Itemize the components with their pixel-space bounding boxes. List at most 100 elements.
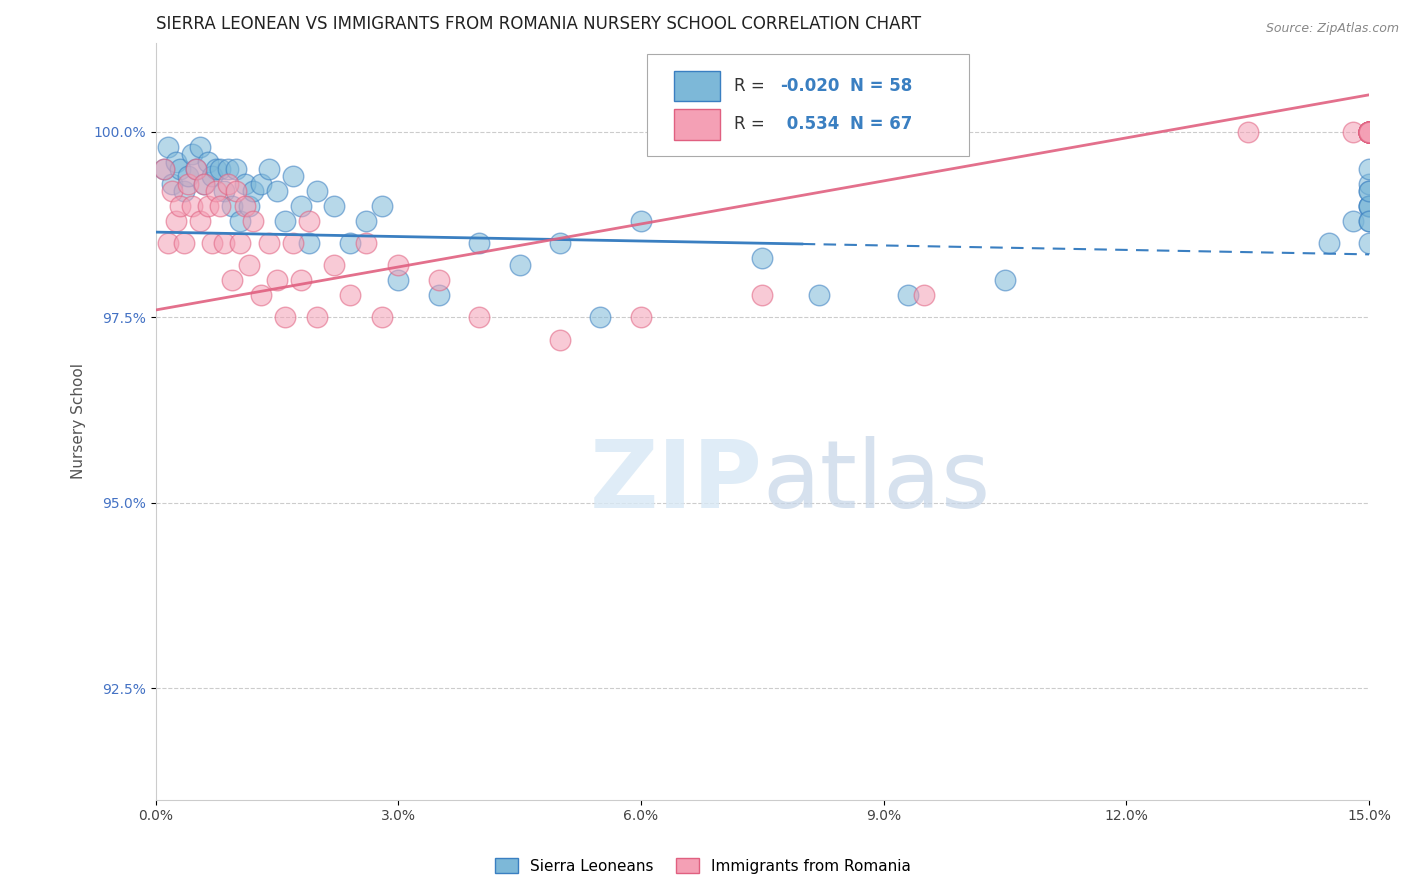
Point bbox=[249, 288, 271, 302]
Point bbox=[238, 199, 260, 213]
Point bbox=[1358, 125, 1381, 139]
Point bbox=[298, 236, 321, 251]
Point bbox=[354, 214, 377, 228]
Point bbox=[177, 169, 200, 184]
Point bbox=[233, 177, 256, 191]
Point bbox=[298, 214, 321, 228]
Point bbox=[1317, 236, 1340, 251]
Point bbox=[1358, 177, 1381, 191]
Point bbox=[1358, 125, 1381, 139]
Point bbox=[371, 310, 394, 325]
Point bbox=[281, 236, 304, 251]
Legend: Sierra Leoneans, Immigrants from Romania: Sierra Leoneans, Immigrants from Romania bbox=[489, 852, 917, 880]
Text: R =: R = bbox=[734, 115, 770, 134]
Point bbox=[225, 184, 247, 198]
Point bbox=[548, 236, 571, 251]
Point bbox=[225, 161, 247, 176]
Point bbox=[238, 259, 260, 273]
Point bbox=[165, 214, 187, 228]
Point bbox=[339, 236, 361, 251]
Point bbox=[1358, 125, 1381, 139]
Point bbox=[322, 199, 344, 213]
Point bbox=[1358, 125, 1381, 139]
Point bbox=[209, 161, 232, 176]
Point bbox=[274, 310, 297, 325]
Point bbox=[751, 251, 773, 265]
Point bbox=[177, 177, 200, 191]
Point bbox=[281, 169, 304, 184]
Point bbox=[354, 236, 377, 251]
Point bbox=[257, 236, 280, 251]
Point bbox=[221, 273, 243, 287]
Point bbox=[1358, 214, 1381, 228]
Text: R =: R = bbox=[734, 78, 770, 95]
Point bbox=[1341, 214, 1364, 228]
Point bbox=[387, 259, 409, 273]
Point bbox=[184, 161, 207, 176]
Point bbox=[152, 161, 174, 176]
Point bbox=[307, 184, 329, 198]
Point bbox=[160, 184, 183, 198]
Point bbox=[229, 214, 252, 228]
Point bbox=[427, 273, 450, 287]
Point bbox=[589, 310, 612, 325]
Point bbox=[257, 161, 280, 176]
Point bbox=[994, 273, 1017, 287]
Point bbox=[1358, 125, 1381, 139]
Point bbox=[181, 147, 204, 161]
Point bbox=[371, 199, 394, 213]
Point bbox=[1358, 125, 1381, 139]
Point bbox=[1358, 125, 1381, 139]
Point bbox=[233, 199, 256, 213]
Point bbox=[1358, 199, 1381, 213]
Point bbox=[1341, 125, 1364, 139]
Point bbox=[509, 259, 531, 273]
Point bbox=[165, 154, 187, 169]
Text: Source: ZipAtlas.com: Source: ZipAtlas.com bbox=[1265, 22, 1399, 36]
Point bbox=[807, 288, 830, 302]
Point bbox=[217, 177, 239, 191]
Point bbox=[1358, 199, 1381, 213]
Point bbox=[912, 288, 935, 302]
Point bbox=[1358, 125, 1381, 139]
Point bbox=[249, 177, 271, 191]
Point bbox=[339, 288, 361, 302]
Point bbox=[1358, 125, 1381, 139]
Point bbox=[1358, 214, 1381, 228]
Point bbox=[1358, 125, 1381, 139]
Text: 0.534: 0.534 bbox=[780, 115, 839, 134]
Point bbox=[193, 177, 215, 191]
Point bbox=[266, 184, 288, 198]
Point bbox=[1358, 125, 1381, 139]
Point bbox=[1358, 125, 1381, 139]
Point bbox=[160, 177, 183, 191]
Point bbox=[1358, 199, 1381, 213]
Point bbox=[468, 236, 491, 251]
Point bbox=[1358, 125, 1381, 139]
Point bbox=[630, 214, 652, 228]
Point bbox=[1358, 184, 1381, 198]
Point bbox=[751, 288, 773, 302]
Point bbox=[197, 154, 219, 169]
Point bbox=[205, 161, 228, 176]
Text: N = 67: N = 67 bbox=[849, 115, 912, 134]
Point bbox=[1358, 236, 1381, 251]
Point bbox=[427, 288, 450, 302]
Point bbox=[188, 214, 211, 228]
Point bbox=[242, 214, 264, 228]
Text: ZIP: ZIP bbox=[589, 436, 762, 528]
Point bbox=[214, 236, 236, 251]
Point bbox=[266, 273, 288, 287]
Point bbox=[173, 236, 195, 251]
Point bbox=[169, 199, 191, 213]
Point bbox=[1358, 125, 1381, 139]
Text: -0.020: -0.020 bbox=[780, 78, 839, 95]
Point bbox=[173, 184, 195, 198]
Point bbox=[1358, 184, 1381, 198]
Point bbox=[201, 236, 224, 251]
Point bbox=[1358, 125, 1381, 139]
Point bbox=[274, 214, 297, 228]
Point bbox=[1358, 125, 1381, 139]
Point bbox=[290, 199, 312, 213]
Text: atlas: atlas bbox=[762, 436, 991, 528]
